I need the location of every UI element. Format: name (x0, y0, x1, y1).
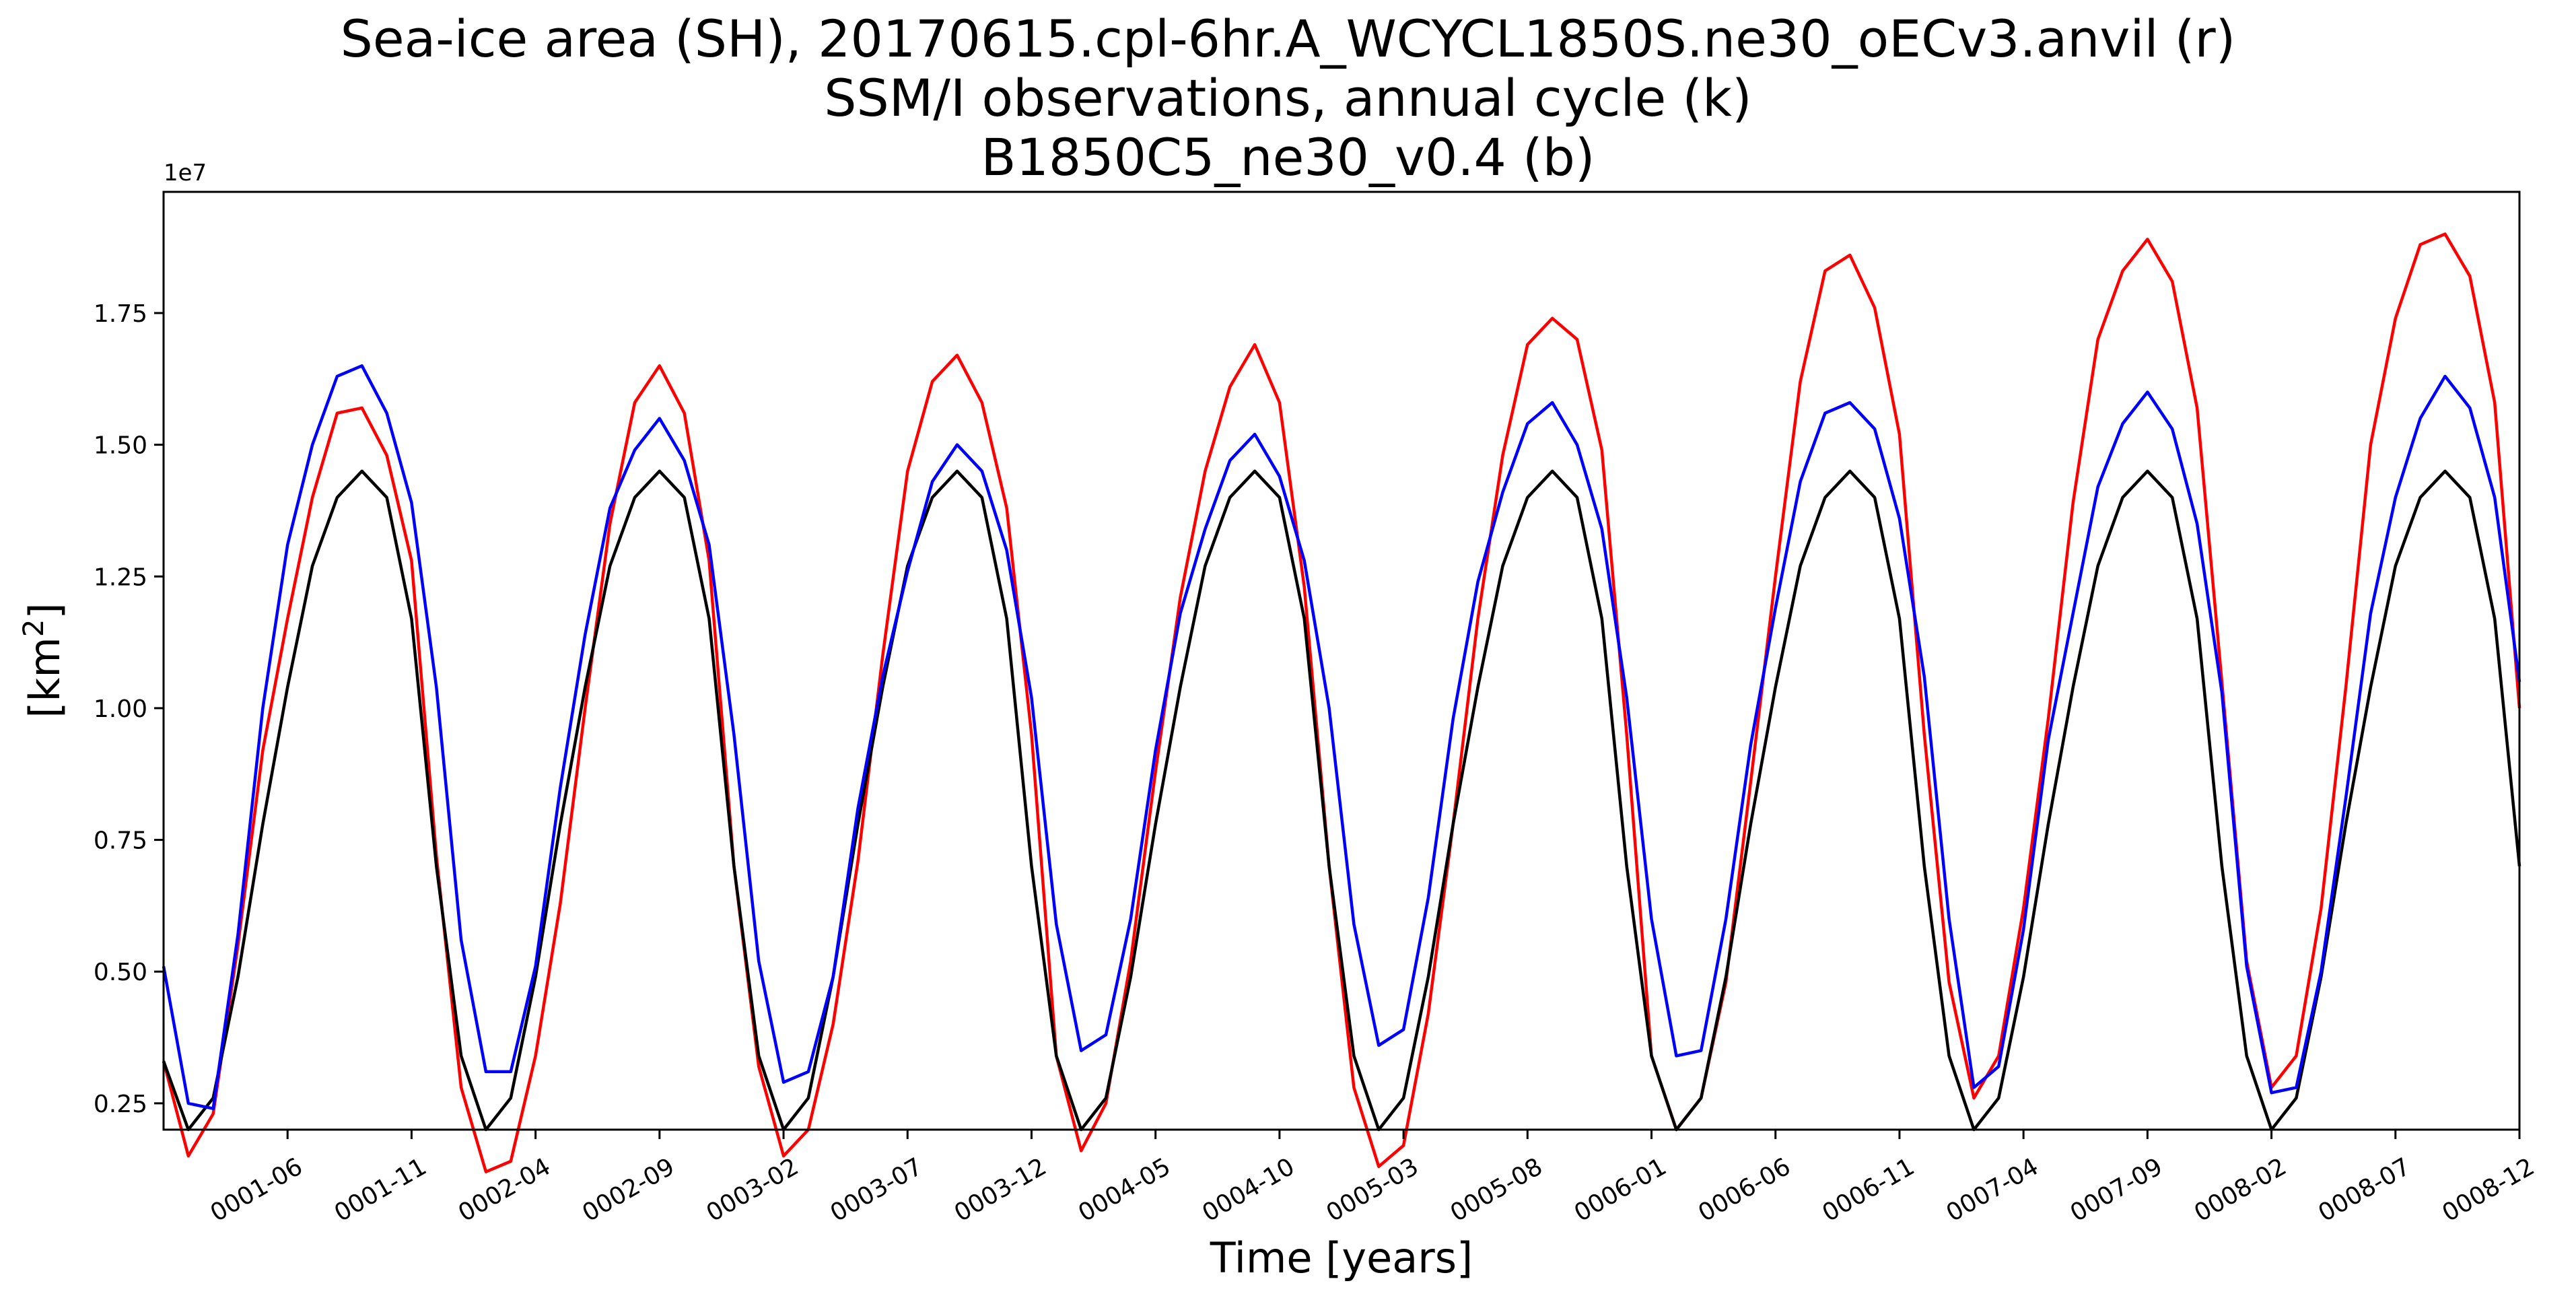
x-tick-label: 0005-03 (1322, 1153, 1424, 1227)
y-axis-label: [km2] (17, 603, 70, 718)
x-tick-label: 0008-07 (2313, 1153, 2415, 1227)
y-tick-label: 1.75 (94, 300, 147, 328)
series-line-2 (162, 364, 2521, 1110)
x-tick-label: 0008-02 (2190, 1153, 2291, 1227)
plot-area-frame (162, 191, 2521, 1131)
x-tick-label: 0005-08 (1446, 1153, 1547, 1227)
x-tick-label: 0001-06 (206, 1153, 308, 1227)
x-tick-label: 0006-01 (1570, 1153, 1671, 1227)
x-tick-label: 0007-09 (2066, 1153, 2167, 1227)
x-tick-label: 0004-10 (1197, 1153, 1299, 1227)
x-tick-label: 0007-04 (1942, 1153, 2044, 1227)
y-axis-label-close: ] (20, 603, 69, 619)
y-tick-label: 1.50 (94, 432, 147, 460)
x-tick-label: 0006-11 (1817, 1153, 1919, 1227)
y-tick-label: 1.00 (94, 695, 147, 723)
y-tick-label: 0.25 (94, 1091, 147, 1118)
y-tick-label: 0.75 (94, 827, 147, 855)
x-axis-label: Time [years] (1210, 1233, 1473, 1282)
x-tick-label: 0006-06 (1694, 1153, 1795, 1227)
y-axis-ticks: 0.25 0.50 0.75 1.00 1.25 1.50 1.75 (94, 300, 164, 1118)
x-tick-label: 0008-12 (2438, 1153, 2540, 1227)
series-layer (162, 232, 2521, 1173)
y-tick-label: 1.25 (94, 563, 147, 591)
x-tick-label: 0003-12 (950, 1153, 1051, 1227)
x-tick-label: 0004-05 (1074, 1153, 1175, 1227)
x-tick-label: 0001-11 (330, 1153, 431, 1227)
x-tick-label: 0003-07 (826, 1153, 928, 1227)
chart-title-line-1: Sea-ice area (SH), 20170615.cpl-6hr.A_WC… (340, 9, 2236, 69)
y-tick-label: 0.50 (94, 959, 147, 986)
series-line-0 (162, 232, 2521, 1173)
y-offset-text: 1e7 (164, 160, 207, 186)
chart-title-line-3: B1850C5_ne30_v0.4 (b) (981, 127, 1595, 187)
chart-title-line-2: SSM/I observations, annual cycle (k) (824, 68, 1752, 128)
y-axis-label-base: [km (20, 637, 69, 718)
series-line-1 (162, 469, 2521, 1132)
x-tick-label: 0003-02 (702, 1153, 804, 1227)
y-axis-label-superscript: 2 (17, 619, 50, 637)
x-tick-label: 0002-09 (578, 1153, 679, 1227)
